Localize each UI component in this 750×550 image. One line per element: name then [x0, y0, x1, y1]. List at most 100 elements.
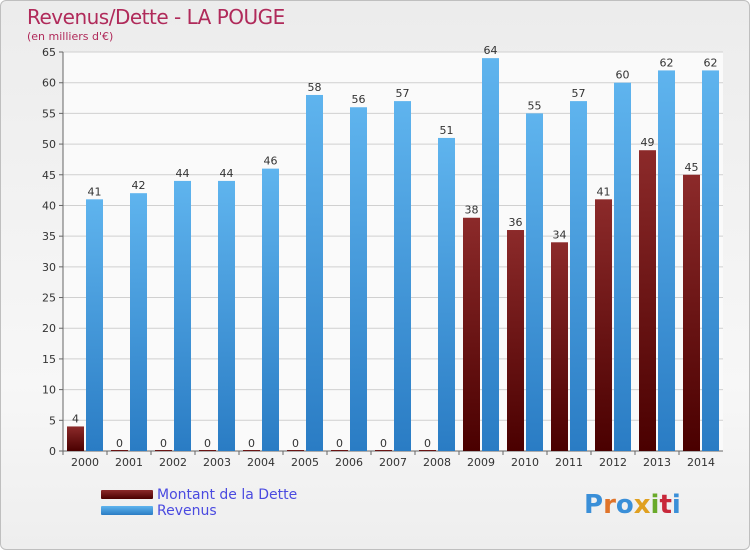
- x-tick-label: 2000: [71, 456, 99, 469]
- data-label-debt: 0: [380, 437, 387, 450]
- brand-letter: x: [633, 490, 651, 520]
- x-tick-label: 2010: [511, 456, 539, 469]
- data-label-debt: 45: [685, 161, 699, 174]
- x-tick-label: 2012: [599, 456, 627, 469]
- y-tick-label: 20: [42, 322, 56, 335]
- data-label-revenue: 42: [132, 179, 146, 192]
- chart-subtitle: (en milliers d'€): [27, 30, 114, 43]
- data-label-revenue: 56: [352, 93, 366, 106]
- bar-debt: [463, 217, 480, 451]
- x-tick-label: 2004: [247, 456, 275, 469]
- data-label-revenue: 57: [572, 87, 586, 100]
- bar-revenue: [570, 101, 587, 451]
- x-tick-label: 2008: [423, 456, 451, 469]
- y-tick-label: 35: [42, 230, 56, 243]
- data-label-debt: 0: [160, 437, 167, 450]
- bar-revenue: [614, 82, 631, 451]
- bar-revenue: [526, 113, 543, 451]
- bar-layer: [67, 58, 719, 452]
- bar-revenue: [438, 137, 455, 451]
- data-label-revenue: 55: [528, 99, 542, 112]
- data-label-revenue: 58: [308, 81, 322, 94]
- y-tick-label: 45: [42, 169, 56, 182]
- data-label-debt: 34: [553, 228, 567, 241]
- x-tick-label: 2014: [687, 456, 715, 469]
- brand-letter: P: [584, 490, 604, 520]
- bar-debt: [595, 199, 612, 451]
- data-label-debt: 0: [336, 437, 343, 450]
- x-tick-label: 2005: [291, 456, 319, 469]
- y-tick-label: 40: [42, 199, 56, 212]
- y-tick-label: 25: [42, 292, 56, 305]
- data-label-revenue: 41: [88, 185, 102, 198]
- y-tick-label: 30: [42, 261, 56, 274]
- bar-revenue: [658, 70, 675, 452]
- bar-revenue: [702, 70, 719, 452]
- data-label-debt: 0: [248, 437, 255, 450]
- brand-logo: Proxiti: [584, 490, 681, 520]
- bar-debt: [331, 450, 348, 451]
- bar-debt: [551, 242, 568, 451]
- bar-debt: [507, 230, 524, 451]
- bar-debt: [111, 450, 128, 451]
- bar-debt: [683, 174, 700, 451]
- bar-debt: [155, 450, 172, 451]
- bar-revenue: [130, 193, 147, 451]
- y-tick-label: 55: [42, 107, 56, 120]
- data-label-debt: 36: [509, 216, 523, 229]
- data-label-revenue: 57: [396, 87, 410, 100]
- bar-revenue: [306, 94, 323, 451]
- chart-title: Revenus/Dette - LA POUGE: [27, 5, 285, 29]
- data-label-revenue: 62: [660, 56, 674, 69]
- y-tick-label: 60: [42, 77, 56, 90]
- brand-letter: r: [603, 490, 616, 520]
- brand-letter: i: [671, 490, 681, 520]
- x-tick-label: 2002: [159, 456, 187, 469]
- bar-debt: [243, 450, 260, 451]
- bar-debt: [375, 450, 392, 451]
- bar-debt: [287, 450, 304, 451]
- data-label-revenue: 64: [484, 44, 498, 57]
- plot-area: [63, 52, 723, 451]
- data-label-debt: 49: [641, 136, 655, 149]
- axis-layer: 0 5 10 15 20 25 30 35 40 4 55 0 55 60 65 2000 2001 2002 20…: [42, 46, 723, 469]
- bar-revenue: [174, 180, 191, 451]
- brand-letter: t: [659, 490, 672, 520]
- brand-letter: o: [615, 490, 634, 520]
- data-label-debt: 0: [116, 437, 123, 450]
- label-layer: 4 41 0 42 0 44 0 44 0 46 0 58 0 56 0 57 0 51 38 64 36 55 34 57 4…: [72, 44, 718, 450]
- bar-debt: [199, 450, 216, 451]
- y-tick-label: 65: [42, 46, 56, 59]
- bar-revenue: [482, 58, 499, 452]
- legend-swatch-debt: [101, 490, 153, 499]
- data-label-debt: 0: [204, 437, 211, 450]
- data-label-debt: 38: [465, 204, 479, 217]
- y-tick-label: 10: [42, 384, 56, 397]
- legend-swatch-revenue: [101, 506, 153, 515]
- x-tick-label: 2001: [115, 456, 143, 469]
- data-label-debt: 0: [292, 437, 299, 450]
- x-tick-label: 2011: [555, 456, 583, 469]
- bar-revenue: [262, 168, 279, 451]
- legend-label-debt: Montant de la Dette: [157, 487, 298, 503]
- x-tick-label: 2013: [643, 456, 671, 469]
- data-label-revenue: 44: [176, 167, 190, 180]
- bar-revenue: [86, 199, 103, 451]
- x-tick-label: 2006: [335, 456, 363, 469]
- y-tick-label: 0: [49, 445, 56, 458]
- y-tick-label: 5: [49, 414, 56, 427]
- grid-layer: [63, 51, 723, 451]
- data-label-revenue: 62: [704, 56, 718, 69]
- bar-revenue: [218, 180, 235, 451]
- x-tick-label: 2003: [203, 456, 231, 469]
- x-tick-label: 2007: [379, 456, 407, 469]
- data-label-debt: 4: [72, 412, 79, 425]
- x-tick-label: 2009: [467, 456, 495, 469]
- y-tick-label: 15: [42, 353, 56, 366]
- legend-label-revenue: Revenus: [157, 503, 217, 519]
- data-label-debt: 41: [597, 185, 611, 198]
- bar-debt: [419, 450, 436, 451]
- bar-debt: [639, 150, 656, 451]
